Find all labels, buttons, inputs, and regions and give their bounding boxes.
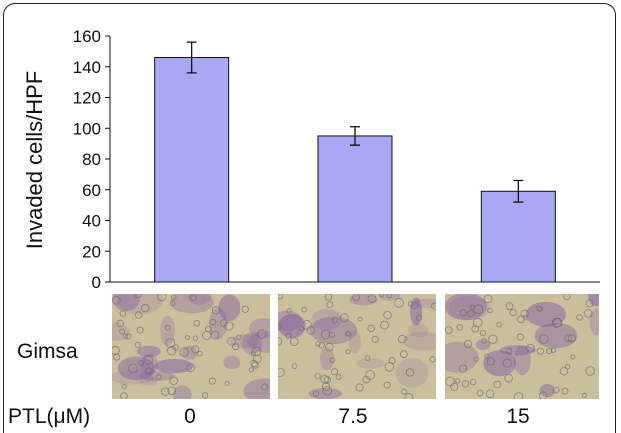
bar-0	[154, 57, 230, 283]
condition-label-15: 15	[506, 405, 530, 428]
bar-chart: 0 20 40 60 80 100 120 140 160 Invaded cells/HPF	[22, 27, 600, 292]
y-tick-label: 40	[82, 212, 101, 231]
condition-label-7-5: 7.5	[338, 405, 368, 428]
y-tick-label: 160	[73, 27, 101, 46]
error-bar-7.5	[350, 126, 360, 146]
y-axis-ticks: 0 20 40 60 80 100 120 140 160	[73, 27, 110, 292]
bars	[154, 41, 556, 283]
stain-label: Gimsa	[17, 340, 78, 363]
condition-label-0: 0	[184, 405, 196, 428]
figure-frame	[3, 3, 616, 433]
y-tick-label: 80	[82, 150, 101, 169]
bar-15	[480, 190, 556, 283]
y-tick-label: 0	[92, 273, 101, 292]
error-bar-15	[513, 179, 524, 203]
micrograph-7-5	[278, 294, 436, 399]
error-bar-0	[186, 41, 197, 74]
treatment-label: PTL(μM)	[8, 405, 91, 428]
y-tick-label: 120	[73, 89, 101, 108]
y-axis-label: Invaded cells/HPF	[22, 71, 47, 250]
y-tick-label: 100	[73, 119, 101, 138]
bar-7.5	[317, 135, 393, 283]
micrograph-15	[445, 294, 599, 399]
micrograph-0	[112, 294, 270, 399]
y-tick-label: 140	[73, 58, 101, 77]
y-tick-label: 20	[82, 242, 101, 261]
y-tick-label: 60	[82, 181, 101, 200]
